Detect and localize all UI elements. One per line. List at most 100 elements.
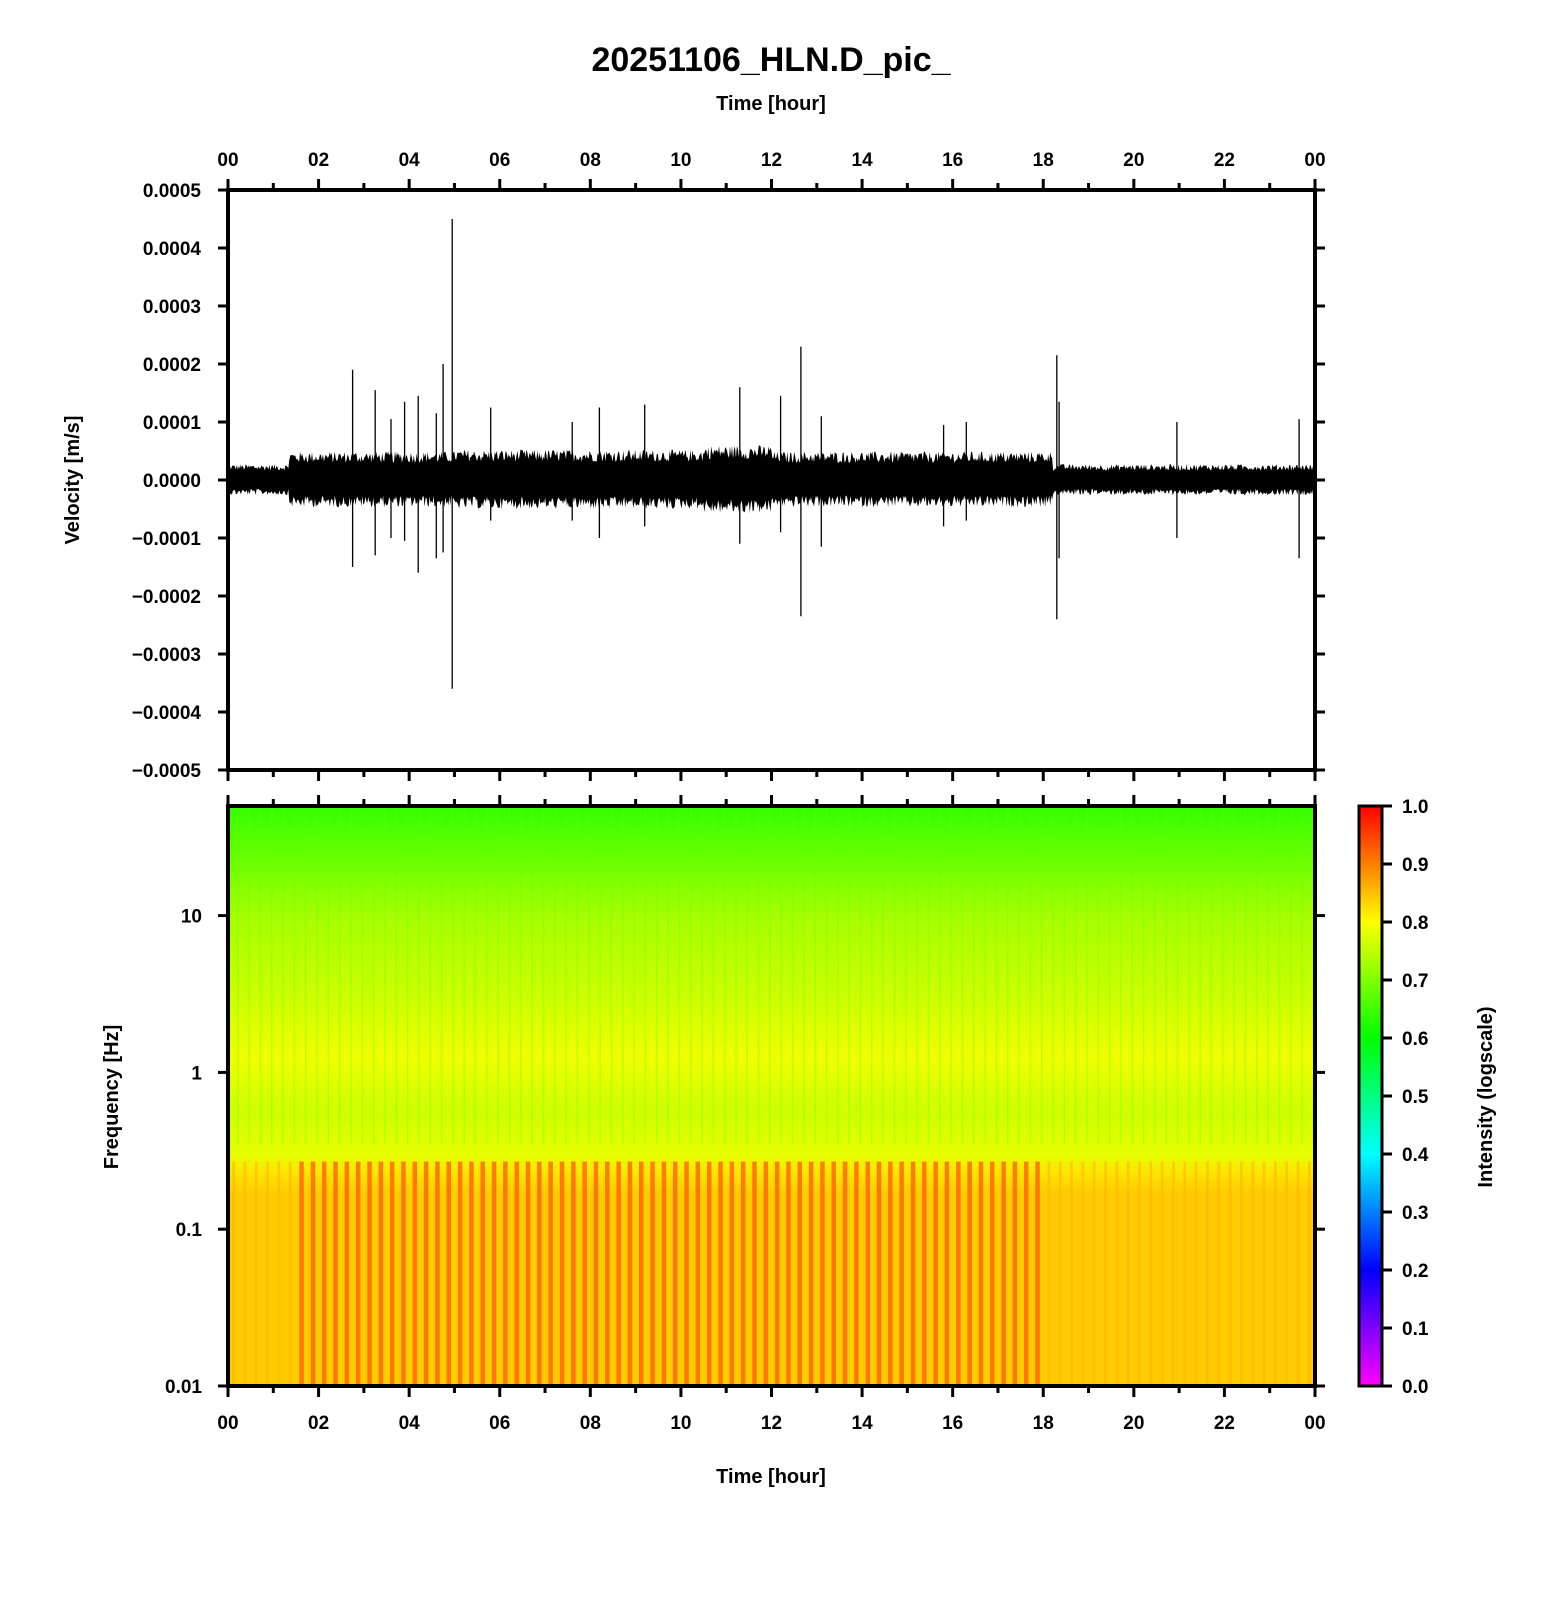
low-frequency-stripe: [707, 1161, 712, 1386]
high-frequency-striation: [1007, 806, 1009, 1144]
high-frequency-striation: [871, 806, 873, 1144]
low-frequency-stripe: [593, 1161, 599, 1386]
high-frequency-striation: [1075, 806, 1077, 1144]
low-frequency-stripe: [491, 1161, 497, 1386]
low-frequency-stripe: [808, 1161, 814, 1386]
low-frequency-stripe: [548, 1161, 553, 1386]
low-frequency-stripe: [503, 1161, 508, 1386]
high-frequency-striation: [780, 806, 782, 1144]
low-frequency-stripe: [288, 1161, 292, 1386]
low-frequency-stripe: [1285, 1161, 1288, 1386]
bottom-x-tick-labels: 00 02 04 06 08 10 12 14 16 18 20 22 00: [217, 1413, 1325, 1434]
low-frequency-stripe: [1206, 1161, 1209, 1386]
high-frequency-striation: [712, 806, 714, 1144]
low-frequency-stripe: [232, 1161, 235, 1386]
high-frequency-striation: [1244, 806, 1247, 1144]
low-frequency-stripe: [1126, 1161, 1130, 1386]
high-frequency-striation: [1290, 806, 1292, 1144]
bottom-x-tick-label: 00: [217, 1413, 238, 1434]
colorbar-tick-label: 0.2: [1402, 1261, 1428, 1282]
low-frequency-stripe: [435, 1161, 440, 1386]
low-frequency-stripe: [978, 1161, 984, 1386]
low-frequency-stripe: [1183, 1161, 1187, 1386]
high-frequency-striation: [757, 806, 760, 1144]
bottom-x-tick-label: 06: [489, 1413, 510, 1434]
high-frequency-striation: [429, 806, 431, 1144]
low-frequency-stripe: [412, 1161, 418, 1386]
high-frequency-striation: [384, 806, 386, 1144]
low-frequency-stripe: [1047, 1161, 1051, 1386]
colorbar-tick-label: 0.5: [1402, 1087, 1429, 1108]
low-frequency-stripe: [967, 1161, 972, 1386]
low-frequency-stripe: [389, 1161, 395, 1386]
high-frequency-striation: [1256, 806, 1258, 1144]
low-frequency-stripe: [277, 1161, 281, 1386]
seismogram-plot: 00 02 04 06 08 10 12 14 16 18 20 22 00 0.00050.00040…: [62, 150, 1326, 782]
bottom-x-tick-label: 02: [308, 1413, 329, 1434]
colorbar-tick-label: 0.3: [1402, 1203, 1428, 1224]
low-frequency-stripe: [480, 1161, 485, 1386]
velocity-tick-label: 0.0002: [143, 355, 201, 376]
frequency-tick-labels: 10 1 0.1 0.01: [165, 907, 202, 1398]
low-frequency-stripe: [582, 1161, 587, 1386]
low-frequency-stripe: [605, 1161, 610, 1386]
high-frequency-striation: [633, 806, 635, 1144]
high-frequency-striation: [248, 806, 250, 1144]
low-frequency-stripe: [673, 1161, 678, 1386]
low-frequency-stripe: [1024, 1161, 1029, 1386]
colorbar-label: Intensity (logscale): [1475, 1006, 1497, 1187]
low-frequency-stripe: [1217, 1161, 1221, 1386]
high-frequency-striation: [690, 806, 692, 1144]
high-frequency-striation: [701, 806, 703, 1144]
high-frequency-striation: [1222, 806, 1224, 1144]
frequency-tick-label: 0.1: [176, 1220, 203, 1241]
high-frequency-striation: [554, 806, 556, 1144]
low-frequency-stripe: [1194, 1161, 1198, 1386]
velocity-axis-label: Velocity [m/s]: [62, 416, 84, 545]
colorbar-ticks: 1.0 0.9 0.8 0.7 0.6 0.5 0.4 0.3 0.2 0.1 0.0: [1382, 797, 1429, 1398]
noise-envelope: [228, 445, 1315, 513]
spectrogram-background: [228, 806, 1315, 1386]
high-frequency-striation: [316, 806, 318, 1144]
high-frequency-striation: [486, 806, 488, 1144]
high-frequency-striation: [474, 806, 477, 1144]
seismogram-ticks: [218, 179, 1325, 781]
high-frequency-striation: [1018, 806, 1020, 1144]
frequency-tick-label: 10: [181, 907, 202, 928]
frequency-tick-label: 0.01: [165, 1377, 202, 1398]
high-frequency-striation: [1199, 806, 1201, 1144]
low-frequency-stripe: [774, 1161, 780, 1386]
low-frequency-stripe: [333, 1161, 338, 1386]
bottom-x-tick-label: 18: [1033, 1413, 1054, 1434]
low-frequency-stripe: [1262, 1161, 1266, 1386]
colorbar-tick-label: 0.0: [1402, 1377, 1428, 1398]
high-frequency-striation: [463, 806, 465, 1144]
low-frequency-stripe: [310, 1161, 316, 1386]
high-frequency-striation: [905, 806, 907, 1144]
high-frequency-striation: [350, 806, 352, 1144]
velocity-tick-label: −0.0002: [132, 587, 201, 608]
high-frequency-striation: [882, 806, 884, 1144]
low-frequency-stripe: [740, 1161, 746, 1386]
low-frequency-stripe: [469, 1161, 474, 1386]
low-frequency-stripe: [944, 1161, 950, 1386]
high-frequency-striation: [1301, 806, 1303, 1144]
low-frequency-stripe: [956, 1161, 961, 1386]
high-frequency-striation: [282, 806, 284, 1144]
low-frequency-stripe: [1274, 1161, 1277, 1386]
high-frequency-striation: [893, 806, 896, 1144]
low-frequency-stripe: [378, 1161, 384, 1386]
top-x-tick-label: 10: [670, 150, 691, 171]
high-frequency-striation: [656, 806, 658, 1144]
high-frequency-striation: [939, 806, 941, 1144]
bottom-x-tick-label: 14: [852, 1413, 874, 1434]
top-x-tick-label: 20: [1123, 150, 1144, 171]
high-frequency-striation: [1131, 806, 1133, 1144]
low-frequency-stripe: [1138, 1161, 1141, 1386]
low-frequency-stripe: [718, 1161, 723, 1386]
low-frequency-stripe: [446, 1161, 451, 1386]
velocity-tick-label: −0.0001: [132, 529, 202, 550]
high-frequency-striation: [1108, 806, 1111, 1144]
low-frequency-stripe: [1228, 1161, 1232, 1386]
